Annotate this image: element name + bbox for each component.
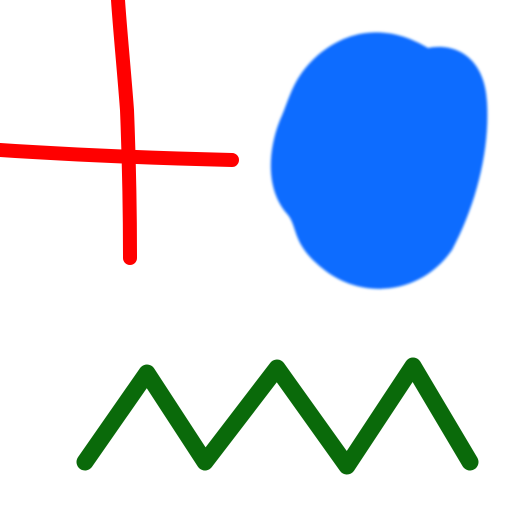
red-cross-stroke <box>0 0 239 265</box>
blue-blob-shape <box>270 32 488 289</box>
blue-filled-blob <box>270 32 488 289</box>
green-zigzag-stroke <box>76 357 479 475</box>
red-cross-horizontal-stroke <box>0 143 239 167</box>
red-cross-vertical-stroke <box>111 0 137 265</box>
green-zigzag-line <box>76 357 479 475</box>
